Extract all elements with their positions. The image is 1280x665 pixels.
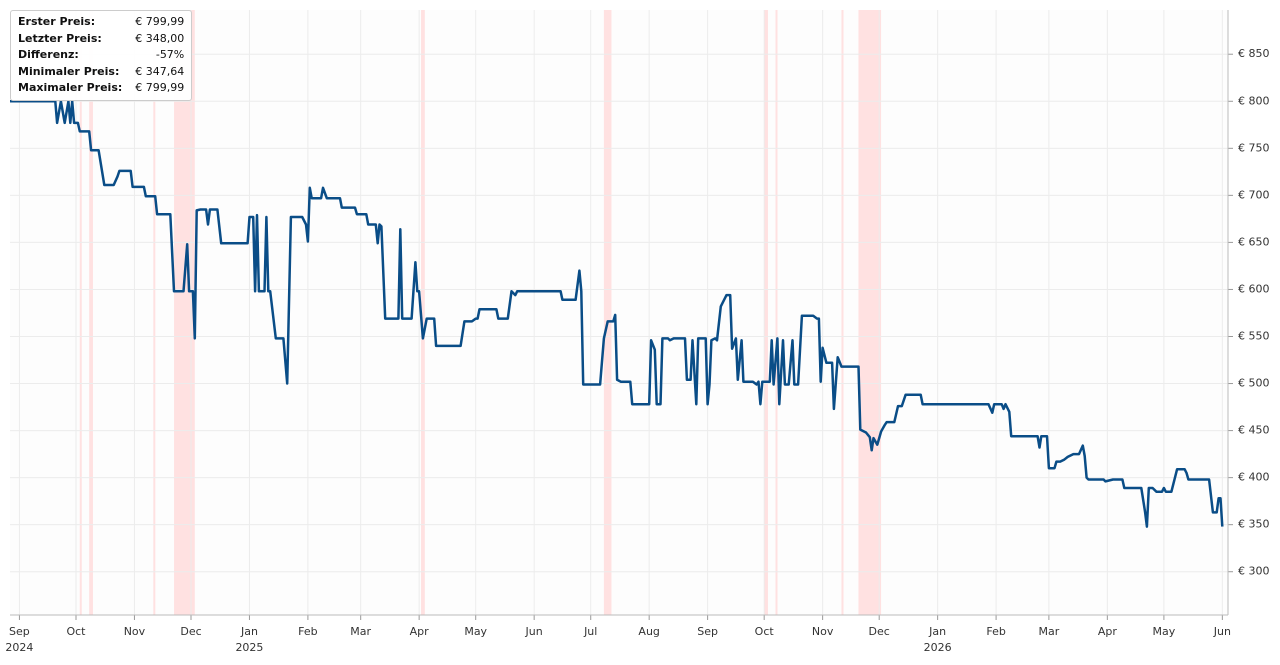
y-tick-label: € 450 <box>1238 424 1270 437</box>
x-tick-label: Oct <box>755 625 775 638</box>
x-tick-label: Mar <box>1038 625 1059 638</box>
info-row: Differenz: -57% <box>15 47 187 64</box>
y-tick-label: € 800 <box>1238 94 1270 107</box>
x-tick-label: Sep <box>9 625 30 638</box>
info-row: Letzter Preis: € 348,00 <box>15 31 187 48</box>
x-tick-label: May <box>1153 625 1176 638</box>
unavailable-band <box>153 10 156 615</box>
info-label: Maximaler Preis: <box>18 81 123 94</box>
x-tick-label: Oct <box>66 625 86 638</box>
y-tick-label: € 400 <box>1238 471 1270 484</box>
x-year-label: 2026 <box>924 641 952 654</box>
info-table: Erster Preis: € 799,99 Letzter Preis: € 348… <box>15 14 187 97</box>
x-tick-label: Jun <box>1213 625 1231 638</box>
info-row: Minimaler Preis: € 347,64 <box>15 64 187 81</box>
x-year-label: 2025 <box>235 641 263 654</box>
x-tick-label: May <box>464 625 487 638</box>
unavailable-band <box>603 10 612 615</box>
plot-background <box>10 10 1228 615</box>
x-tick-label: Sep <box>697 625 718 638</box>
x-tick-label: Apr <box>410 625 430 638</box>
x-tick-label: Feb <box>986 625 1005 638</box>
y-tick-label: € 700 <box>1238 188 1270 201</box>
x-tick-label: Jul <box>583 625 597 638</box>
info-label: Minimaler Preis: <box>18 64 120 78</box>
x-tick-label: Nov <box>124 625 146 638</box>
x-tick-label: Jun <box>525 625 543 638</box>
x-tick-label: Dec <box>869 625 890 638</box>
x-tick-label: Jan <box>928 625 946 638</box>
info-row: Erster Preis: € 799,99 <box>15 14 187 31</box>
unavailable-band <box>89 10 93 615</box>
info-label: Letzter Preis: <box>18 31 102 45</box>
unavailable-band <box>79 10 82 615</box>
y-tick-label: € 850 <box>1238 47 1270 60</box>
price-line <box>10 100 1224 528</box>
info-box: Erster Preis: € 799,99 Letzter Preis: € 348… <box>10 10 193 101</box>
info-row: Maximaler Preis: € 799,99 <box>15 80 187 97</box>
unavailable-band <box>764 10 768 615</box>
y-tick-label: € 300 <box>1238 565 1270 578</box>
x-tick-label: Jan <box>240 625 258 638</box>
x-tick-label: Mar <box>350 625 371 638</box>
info-value: € 799,99 <box>135 81 185 94</box>
y-tick-label: € 750 <box>1238 141 1270 154</box>
x-tick-label: Nov <box>812 625 834 638</box>
y-tick-label: € 650 <box>1238 235 1270 248</box>
unavailable-band <box>841 10 844 615</box>
info-label: Differenz: <box>18 48 79 61</box>
unavailable-band <box>858 10 882 615</box>
unavailable-band <box>421 10 425 615</box>
info-value: -57% <box>155 48 185 61</box>
y-tick-label: € 500 <box>1238 377 1270 390</box>
info-label: Erster Preis: <box>18 15 96 28</box>
x-tick-label: Dec <box>180 625 201 638</box>
y-tick-label: € 350 <box>1238 518 1270 531</box>
x-year-label: 2024 <box>5 641 33 654</box>
info-value: € 348,00 <box>135 31 185 45</box>
y-tick-label: € 600 <box>1238 282 1270 295</box>
x-tick-label: Aug <box>638 625 659 638</box>
x-tick-label: Apr <box>1098 625 1118 638</box>
y-tick-label: € 550 <box>1238 329 1270 342</box>
info-value: € 799,99 <box>135 15 185 28</box>
unavailable-band <box>775 10 778 615</box>
info-value: € 347,64 <box>135 64 185 78</box>
unavailable-band <box>174 10 195 615</box>
x-tick-label: Feb <box>298 625 317 638</box>
